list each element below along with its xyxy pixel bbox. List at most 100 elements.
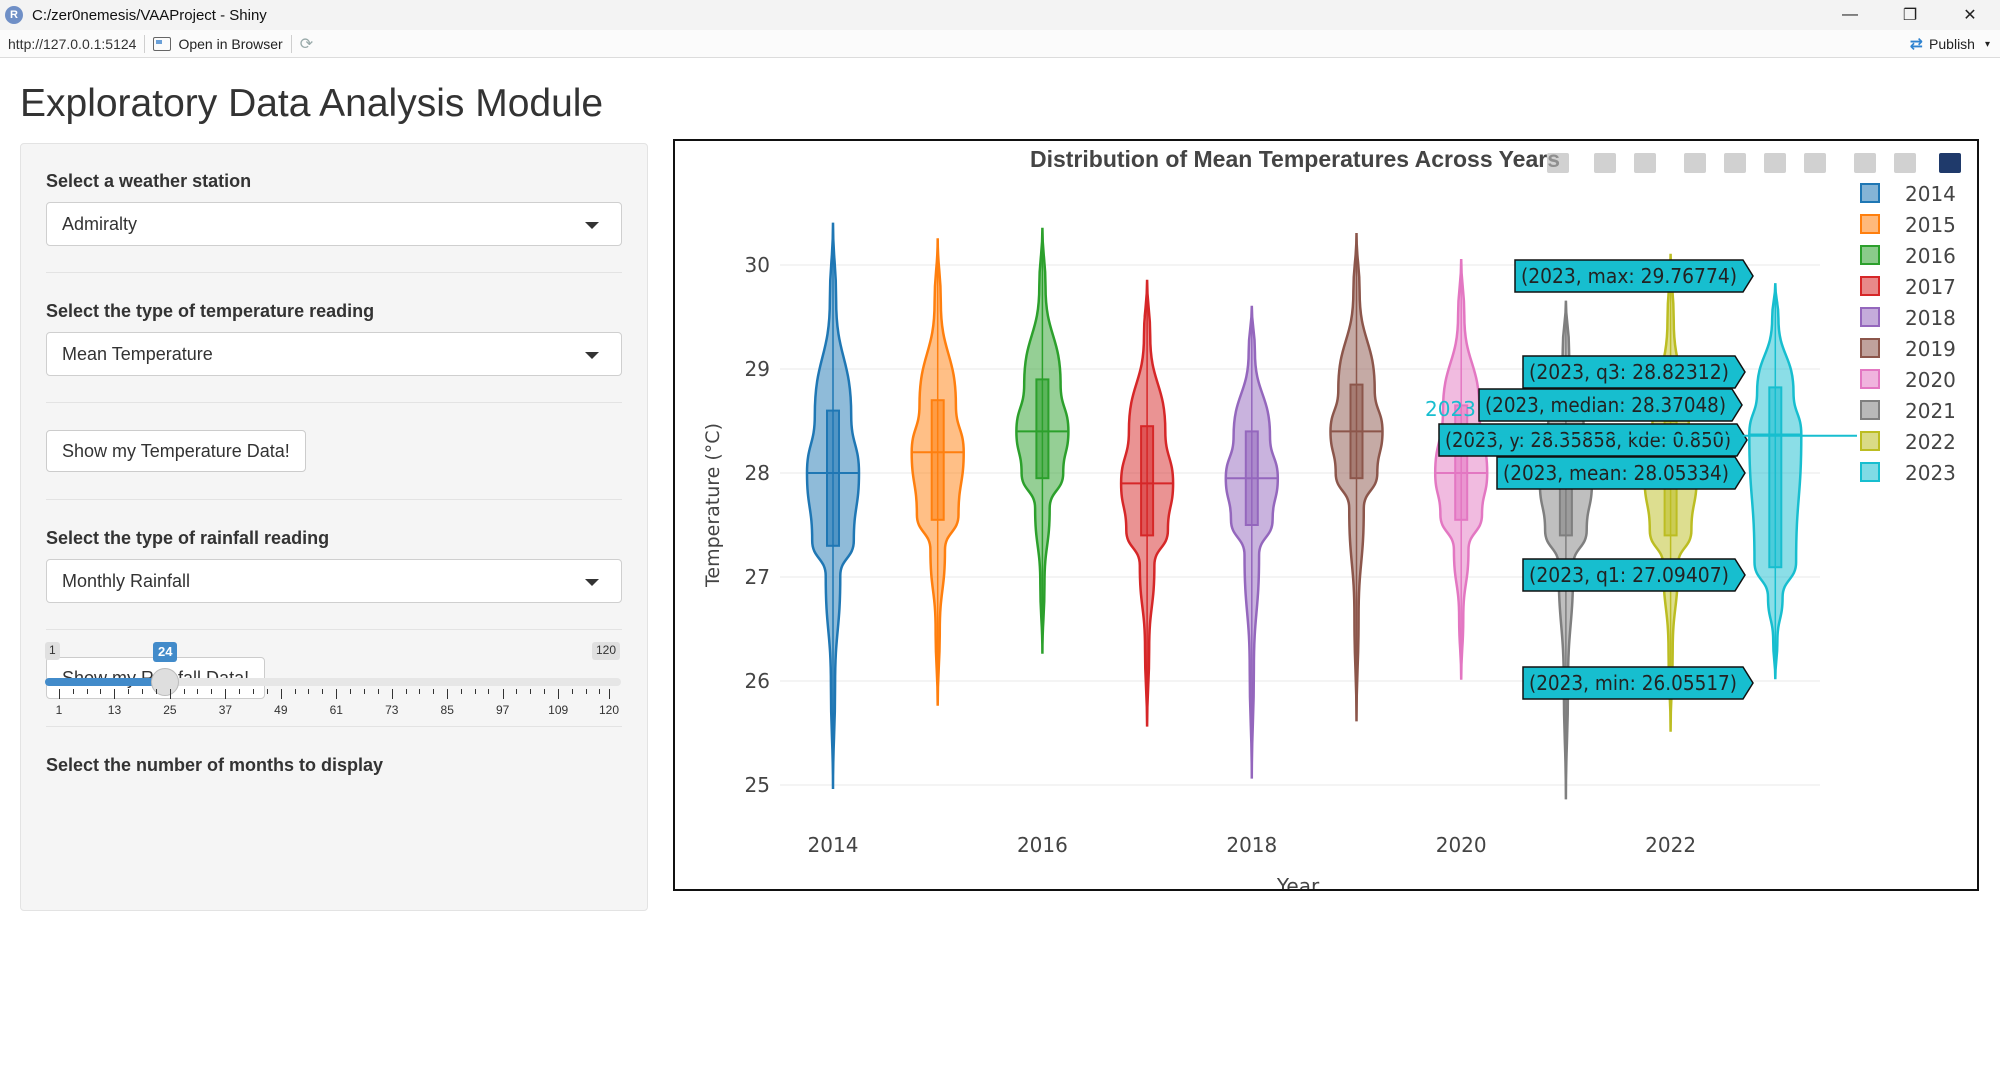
legend-swatch-2018[interactable]: [1860, 307, 1880, 327]
rain-type-select-value: Monthly Rainfall: [62, 570, 191, 591]
hover-label-text: (2023, q3: 28.82312): [1529, 360, 1729, 384]
slider-minor-tick: [308, 689, 310, 694]
x-tick-label: 2018: [1226, 833, 1277, 857]
chevron-down-icon: [585, 579, 599, 586]
slider-tick: [558, 689, 560, 699]
slider-minor-tick: [155, 689, 157, 694]
slider-tick: [169, 689, 171, 699]
publish-dropdown-icon[interactable]: ▾: [1984, 38, 1990, 50]
slider-minor-tick: [322, 689, 324, 694]
zoom-icon[interactable]: [1594, 153, 1616, 173]
chart-title: Distribution of Mean Temperatures Across…: [1030, 146, 1560, 172]
hover-label-box: [1522, 558, 1746, 592]
divider: [46, 629, 622, 630]
legend-swatch-2023[interactable]: [1860, 462, 1880, 482]
slider-minor-tick: [543, 689, 545, 694]
slider-min-label: 1: [45, 642, 60, 660]
page-title: Exploratory Data Analysis Module: [20, 82, 604, 125]
slider-minor-tick: [460, 689, 462, 694]
restore-button[interactable]: ❐: [1902, 7, 1918, 24]
hover-x-label: 2023: [1425, 397, 1476, 421]
legend-swatch-2014[interactable]: [1860, 183, 1880, 203]
station-select[interactable]: Admiralty: [46, 202, 622, 246]
legend-swatch-2017[interactable]: [1860, 276, 1880, 296]
slider-minor-tick: [488, 689, 490, 694]
hover-label-text: (2023, max: 29.76774): [1521, 264, 1737, 288]
open-in-browser-icon[interactable]: [153, 36, 172, 51]
slider-tick-label: 13: [107, 703, 122, 717]
pan-icon[interactable]: [1634, 153, 1656, 173]
minimize-button[interactable]: —: [1842, 6, 1858, 23]
y-tick-label: 25: [745, 773, 770, 797]
slider-tick-label: 61: [329, 703, 343, 717]
station-select-value: Admiralty: [62, 213, 138, 234]
chart-svg: 25 26 27 28 29 30 2014 2016 2018 2020 2022 Year Temp…: [702, 146, 1961, 889]
slider-minor-tick: [86, 689, 88, 694]
hover-label-box: [1478, 388, 1743, 422]
divider: [46, 272, 622, 273]
r-app-icon: R: [5, 6, 23, 24]
slider-handle[interactable]: [151, 668, 179, 696]
legend-swatch-2020[interactable]: [1860, 369, 1880, 389]
open-in-browser-button[interactable]: Open in Browser: [178, 35, 283, 52]
plotly-logo-icon[interactable]: [1939, 153, 1961, 173]
legend-swatch-2022[interactable]: [1860, 431, 1880, 451]
slider-minor-tick: [474, 689, 476, 694]
hover-label-box: [1522, 666, 1754, 700]
slider-tick: [114, 689, 116, 699]
slider-minor-tick: [211, 689, 213, 694]
slider-minor-tick: [266, 689, 268, 694]
slider-minor-tick: [363, 689, 365, 694]
zoom-out-icon[interactable]: [1724, 153, 1746, 173]
url-text[interactable]: http://127.0.0.1:5124: [8, 35, 137, 52]
slider-minor-tick: [100, 689, 102, 694]
y-tick-label: 29: [745, 357, 770, 381]
autoscale-icon[interactable]: [1764, 153, 1786, 173]
hover-label-text: (2023, median: 28.37048): [1485, 393, 1726, 417]
slider-tick-label: 97: [496, 703, 510, 717]
legend-swatch-2019[interactable]: [1860, 338, 1880, 358]
x-axis-title: Year: [1276, 874, 1320, 889]
slider-tick: [502, 689, 504, 699]
rain-type-select[interactable]: Monthly Rainfall: [46, 559, 622, 603]
slider-tick-label: 49: [274, 703, 288, 717]
close-button[interactable]: ✕: [1963, 7, 1977, 24]
legend-label-2021: 2021: [1905, 399, 1956, 423]
divider: [46, 726, 622, 727]
hover-label-box: [1438, 423, 1748, 457]
zoom-in-icon[interactable]: [1684, 153, 1706, 173]
camera-icon[interactable]: [1547, 153, 1569, 173]
y-tick-label: 27: [745, 565, 770, 589]
publish-button[interactable]: ⇄ Publish ▾: [1910, 30, 1990, 58]
slider-tick-label: 37: [218, 703, 233, 717]
window-titlebar: R C:/zer0nemesis/VAAProject - Shiny — ❐ …: [0, 0, 2000, 30]
compare-data-icon[interactable]: [1894, 153, 1916, 173]
slider-track[interactable]: [45, 678, 621, 686]
legend-swatch-2015[interactable]: [1860, 214, 1880, 234]
slider-minor-tick: [239, 689, 241, 694]
legend-swatch-2016[interactable]: [1860, 245, 1880, 265]
slider-value-label: 24: [153, 642, 178, 662]
temp-type-select[interactable]: Mean Temperature: [46, 332, 622, 376]
x-tick-label: 2020: [1436, 833, 1487, 857]
legend-label-2019: 2019: [1905, 337, 1956, 361]
slider-minor-tick: [252, 689, 254, 694]
show-temperature-button[interactable]: Show my Temperature Data!: [46, 430, 306, 472]
hover-label-text: (2023, min: 26.05517): [1529, 671, 1737, 695]
hover-label-text: (2023, q1: 27.09407): [1529, 563, 1729, 587]
refresh-icon[interactable]: ⟳: [299, 35, 314, 53]
slider-tick-label: 120: [598, 703, 620, 717]
slider-minor-tick: [183, 689, 185, 694]
slider-minor-tick: [377, 689, 379, 694]
rain-type-label: Select the type of rainfall reading: [46, 528, 330, 548]
reset-axes-icon[interactable]: [1804, 153, 1826, 173]
temp-type-select-value: Mean Temperature: [62, 343, 213, 364]
sidebar-panel: Select a weather station Admiralty Selec…: [20, 143, 648, 911]
publish-icon: ⇄: [1909, 36, 1924, 53]
divider: [46, 499, 622, 500]
spike-lines-icon[interactable]: [1854, 153, 1876, 173]
legend-label-2015: 2015: [1905, 213, 1956, 237]
legend-swatch-2021[interactable]: [1860, 400, 1880, 420]
legend-label-2022: 2022: [1905, 430, 1956, 454]
hover-label-box: [1496, 456, 1746, 490]
